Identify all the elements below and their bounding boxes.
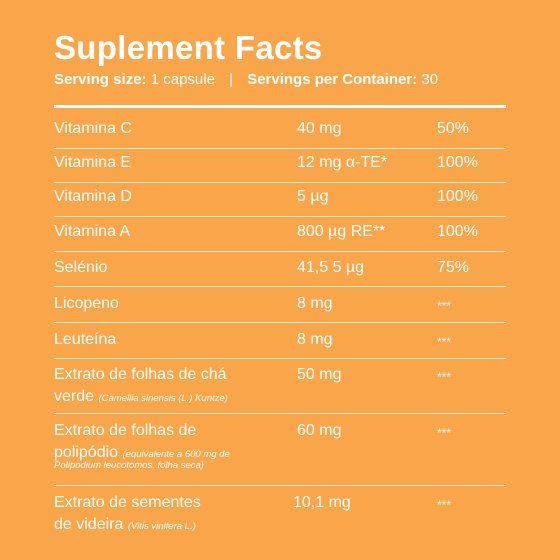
botanical-note: (equivalente a 600 mg de [122,449,230,460]
servings-per-container-value: 30 [421,71,439,88]
serving-separator: | [229,71,234,88]
row-divider [54,286,506,287]
nutrient-daily-value: *** [437,370,452,384]
panel-title: Suplement Facts [54,29,323,66]
nutrient-amount: 8 mg [297,295,333,312]
botanical-note: (Vitis vinifera L.) [127,521,196,532]
nutrient-name-line1: Extrato de folhas de [54,422,197,439]
nutrient-name: Vitamina C [54,120,132,137]
botanical-note-line2: Polipodium leucotomos, folha seca) [54,460,204,471]
row-divider [54,413,506,414]
nutrient-name: Leuteína [54,331,117,348]
nutrient-daily-value: *** [437,299,452,313]
nutrient-name: Vitamina D [54,188,132,205]
servings-per-container-label: Servings per Container: [247,71,418,88]
nutrient-amount: 8 mg [297,331,333,348]
nutrient-daily-value: 50% [437,120,470,137]
row-divider [54,216,506,217]
row-divider [54,322,506,323]
row-divider [54,485,506,486]
nutrient-daily-value: *** [437,498,452,512]
row-divider [54,251,506,252]
nutrient-name: Licopeno [54,295,119,312]
nutrient-daily-value: *** [437,426,452,440]
nutrient-name: Extrato de sementes de videira (Vitis vi… [54,492,290,536]
serving-info: Serving size: 1 capsule | Servings per C… [54,70,438,90]
nutrient-daily-value: 100% [437,188,478,205]
nutrient-name: Vitamina E [54,154,132,171]
nutrient-amount: 5 µg [297,188,329,205]
nutrient-name-line1: Extrato de folhas de chá [54,366,227,383]
row-divider [54,358,506,359]
nutrient-amount: 12 mg α-TE* [297,154,388,171]
row-divider [54,182,506,183]
nutrient-amount: 800 µg RE** [297,223,386,240]
nutrient-amount: 41,5 5 µg [297,259,365,276]
nutrient-amount: 60 mg [297,422,342,439]
serving-size-label: Serving size: [54,71,147,88]
header-divider [54,105,506,108]
row-divider [54,148,506,149]
nutrient-name-line2: polipódio [54,444,119,461]
serving-size-value: 1 capsule [150,71,215,88]
nutrient-amount: 40 mg [297,120,342,137]
nutrient-daily-value: 100% [437,154,478,171]
nutrient-name-line2: de videira [54,516,124,533]
nutrient-name-line1: Extrato de sementes [54,494,201,511]
nutrient-name: Vitamina A [54,223,131,240]
nutrient-name: Extrato de folhas de chá verde (Camellia… [54,364,290,408]
nutrient-amount: 10,1 mg [293,494,351,511]
nutrient-daily-value: *** [437,335,452,349]
nutrient-name: Extrato de folhas de polipódio (equivale… [54,420,290,472]
nutrient-name-line2: verde [54,388,95,405]
nutrient-daily-value: 75% [437,259,470,276]
botanical-note: (Camellia sinensis (L.) Kuntze) [98,393,228,404]
nutrient-amount: 50 mg [297,366,342,383]
nutrient-name: Selénio [54,259,108,276]
nutrient-daily-value: 100% [437,223,478,240]
